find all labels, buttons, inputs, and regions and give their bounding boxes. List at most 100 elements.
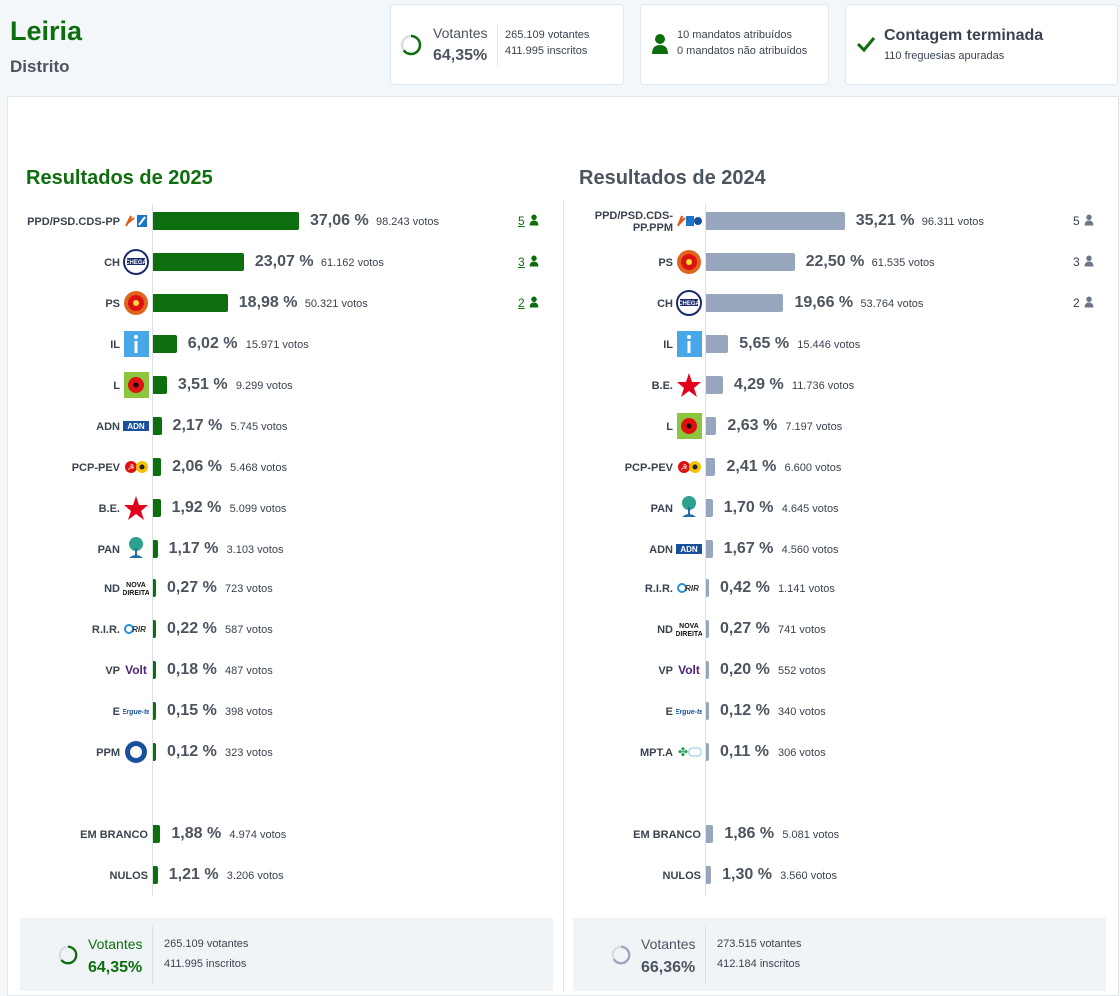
- seats-count: 3: [1073, 255, 1095, 269]
- result-votes: 5.468 votos: [230, 462, 287, 474]
- party-label: PPM: [96, 747, 120, 759]
- result-votes: 53.764 votos: [860, 298, 924, 310]
- party-row: PCP-PEV ☭ 2,41 % 6.600 votos: [553, 446, 1113, 486]
- result-pct: 23,07 %: [254, 253, 314, 270]
- volt-logo: Volt: [676, 657, 702, 683]
- seats-count[interactable]: 2: [518, 296, 540, 310]
- result-bar: [706, 579, 709, 597]
- seats-card: 10 mandatos atribuídos 0 mandatos não at…: [640, 4, 829, 85]
- result-pct: 0,18 %: [167, 661, 217, 678]
- extra-row: EM BRANCO 1,88 % 4.974 votos: [0, 813, 560, 853]
- result-bar: [153, 294, 228, 312]
- footer-turnout-label: Votantes: [88, 936, 143, 952]
- result-pct: 3,51 %: [177, 376, 228, 393]
- seats-unassigned: 0 mandatos não atribuídos: [677, 45, 808, 57]
- party-label: ND: [657, 624, 673, 636]
- party-row: VP Volt 0,18 % 487 votos: [0, 649, 560, 689]
- result-votes: 340 votos: [778, 706, 826, 718]
- seats-count[interactable]: 3: [518, 255, 540, 269]
- result-pct: 0,20 %: [720, 661, 770, 678]
- party-label: ADN: [649, 544, 673, 556]
- result-bar: [706, 540, 713, 558]
- person-icon: [1080, 255, 1095, 269]
- result-votes: 4.560 votos: [781, 544, 839, 556]
- result-bar: [706, 335, 729, 353]
- seats-count[interactable]: 5: [518, 214, 540, 228]
- result-votes: 5.099 votos: [229, 503, 287, 515]
- result-bar: [153, 825, 161, 843]
- result-pct: 5,65 %: [739, 335, 790, 352]
- result-pct: 0,11 %: [720, 743, 769, 760]
- party-row: IL 5,65 % 15.446 votos: [553, 323, 1113, 363]
- result-votes: 487 votos: [225, 665, 273, 677]
- result-votes: 1.141 votos: [778, 583, 835, 595]
- extra-row: EM BRANCO 1,86 % 5.081 votos: [553, 813, 1113, 853]
- result-votes: 98.243 votos: [376, 216, 439, 228]
- result-votes: 741 votos: [778, 624, 826, 636]
- result-bar: [706, 417, 717, 435]
- party-label: L: [666, 421, 673, 433]
- result-votes: 61.535 votos: [871, 257, 935, 269]
- footer-voters: 273.515 votantes: [717, 938, 802, 950]
- result-pct: 0,12 %: [720, 702, 770, 719]
- result-votes: 3.103 votos: [226, 544, 284, 556]
- result-votes: 4.645 votos: [781, 503, 839, 515]
- footer-registered: 411.995 inscritos: [164, 958, 247, 970]
- results-2025-chart: PPD/PSD.CDS-PP 37,06 % 98.243 votos 5 CH CHEG…: [0, 200, 560, 900]
- result-pct: 19,66 %: [794, 294, 854, 311]
- turnout-label: Votantes: [433, 25, 488, 41]
- voters-count: 265.109 votantes: [505, 29, 590, 41]
- result-pct: 18,98 %: [238, 294, 298, 311]
- party-label: EM BRANCO: [633, 829, 701, 841]
- result-votes: 3.206 votos: [226, 870, 284, 882]
- party-label: L: [113, 380, 120, 392]
- party-label: PCP-PEV: [71, 462, 120, 474]
- turnout-pct: 64,35%: [433, 47, 488, 64]
- svg-text:Ergue-te: Ergue-te: [676, 709, 702, 716]
- party-row: CH CHEGA 19,66 % 53.764 votos 2: [553, 282, 1113, 322]
- result-pct: 0,27 %: [720, 620, 770, 637]
- page-title: Leiria: [10, 16, 83, 46]
- party-row: PS 18,98 % 50.321 votos 2: [0, 282, 560, 322]
- party-label: CH: [104, 257, 120, 269]
- count-status-card: Contagem terminada 110 freguesias apurad…: [845, 4, 1118, 85]
- adn-logo: ADN: [676, 536, 702, 562]
- party-label: R.I.R.: [91, 624, 120, 636]
- party-label: ADN: [96, 421, 120, 433]
- person-icon: [525, 296, 540, 310]
- result-bar: [153, 743, 156, 761]
- rir-logo: RIR: [676, 575, 702, 601]
- livre-logo: [676, 413, 702, 439]
- svg-text:CHEGA: CHEGA: [125, 260, 147, 266]
- result-votes: 11.736 votos: [791, 380, 855, 392]
- turnout-card: Votantes 64,35% 265.109 votantes 411.995…: [390, 4, 624, 85]
- result-votes: 15.971 votos: [245, 339, 309, 351]
- ppm-logo: [123, 739, 149, 765]
- livre-logo: [123, 372, 149, 398]
- party-label: IL: [663, 339, 673, 351]
- seats-assigned: 10 mandatos atribuídos: [677, 29, 792, 41]
- result-pct: 0,27 %: [167, 579, 217, 596]
- party-label: PPD/PSD.CDS-PP: [27, 216, 120, 228]
- party-row: ADN ADN 1,67 % 4.560 votos: [553, 528, 1113, 568]
- person-icon: [525, 255, 540, 269]
- seats-count: 2: [1073, 296, 1095, 310]
- party-label: B.E.: [98, 503, 120, 515]
- svg-text:☭: ☭: [127, 463, 134, 472]
- parishes-count: 110 freguesias apuradas: [884, 50, 1005, 62]
- svg-text:DIREITA: DIREITA: [676, 631, 702, 638]
- result-votes: 61.162 votos: [320, 257, 384, 269]
- ps-logo: [676, 249, 702, 275]
- result-votes: 7.197 votos: [785, 421, 843, 433]
- be-logo: [676, 372, 702, 398]
- party-row: PPD/PSD.CDS-PP.PPM 35,21 % 96.311 votos 5: [553, 200, 1113, 240]
- party-label: B.E.: [651, 380, 673, 392]
- footer-voters: 265.109 votantes: [164, 938, 249, 950]
- result-bar: [706, 661, 709, 679]
- party-label: E: [112, 706, 120, 718]
- party-label: CH: [657, 298, 673, 310]
- result-bar: [153, 212, 299, 230]
- svg-text:Volt: Volt: [125, 663, 147, 677]
- ergue-te-logo: Ergue-te: [675, 698, 704, 724]
- footer-turnout-label: Votantes: [641, 936, 696, 952]
